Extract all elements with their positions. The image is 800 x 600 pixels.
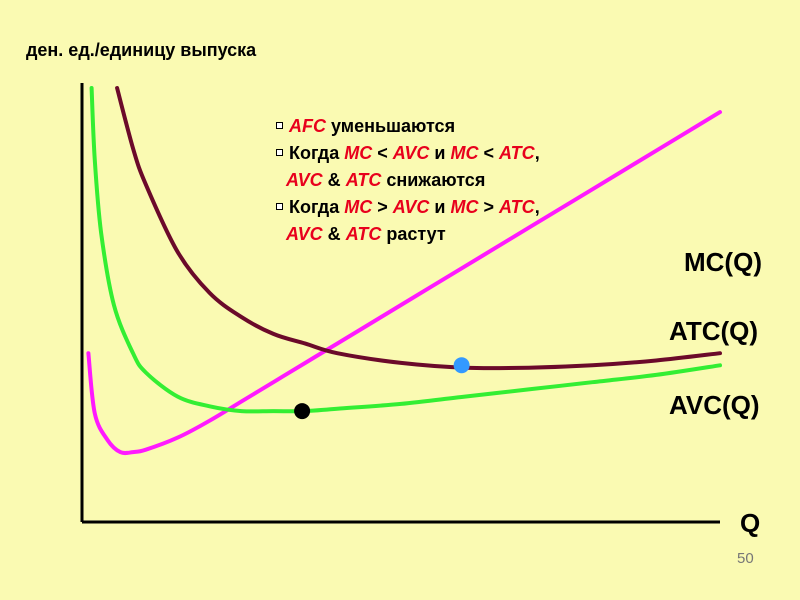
note-term: AVC	[392, 197, 430, 217]
note-term: AVC	[392, 143, 430, 163]
note-term: ATC	[499, 197, 535, 217]
notes-list: AFC уменьшаются Когда MC < AVC и MC < ATC…	[276, 113, 540, 248]
legend-mc: MC(Q)	[684, 247, 762, 277]
note-term: MC	[344, 197, 373, 217]
mc-curve	[86, 110, 722, 456]
note-text: <	[372, 143, 393, 163]
note-text: снижаются	[381, 170, 486, 190]
note-term: MC	[450, 143, 479, 163]
note-line: Когда MC > AVC и MC > ATC,	[276, 194, 540, 221]
avc-curve	[89, 86, 722, 414]
note-term: ATC	[345, 224, 382, 244]
note-text: уменьшаются	[326, 116, 456, 136]
note-term: AFC	[289, 116, 326, 136]
bullet-icon	[276, 122, 283, 129]
note-text: >	[478, 197, 500, 217]
note-line: AFC уменьшаются	[276, 113, 540, 140]
note-term: MC	[344, 143, 373, 163]
mc-avc-intersection-dot	[294, 403, 311, 420]
intersection-points	[294, 357, 470, 420]
curves	[86, 86, 722, 456]
note-text: ,	[534, 197, 540, 217]
note-text: и	[429, 143, 451, 163]
note-term: MC	[450, 197, 479, 217]
note-line: Когда MC < AVC и MC < ATC,	[276, 140, 540, 167]
atc-curve	[115, 86, 722, 371]
note-text: Когда	[289, 197, 345, 217]
note-term: ATC	[499, 143, 535, 163]
x-axis-label: Q	[740, 508, 761, 538]
legend-avc: AVC(Q)	[669, 390, 760, 420]
note-line: AVC & ATC растут	[276, 221, 540, 248]
note-text: <	[478, 143, 500, 163]
note-term: AVC	[286, 224, 323, 244]
note-text: ,	[534, 143, 540, 163]
page-number: 50	[737, 550, 754, 567]
note-line: AVC & ATC снижаются	[276, 167, 540, 194]
note-text: >	[372, 197, 393, 217]
legend-atc: ATC(Q)	[669, 316, 759, 346]
note-text: растут	[381, 224, 446, 244]
note-term: ATC	[345, 170, 382, 190]
bullet-icon	[276, 203, 283, 210]
axes	[80, 83, 720, 524]
y-axis-label: ден. ед./единицу выпуска	[26, 40, 257, 60]
note-text: &	[322, 224, 346, 244]
mc-atc-intersection-dot	[453, 357, 470, 374]
note-text: Когда	[289, 143, 345, 163]
note-text: и	[429, 197, 451, 217]
bullet-icon	[276, 149, 283, 156]
note-text: &	[322, 170, 346, 190]
note-term: AVC	[286, 170, 323, 190]
